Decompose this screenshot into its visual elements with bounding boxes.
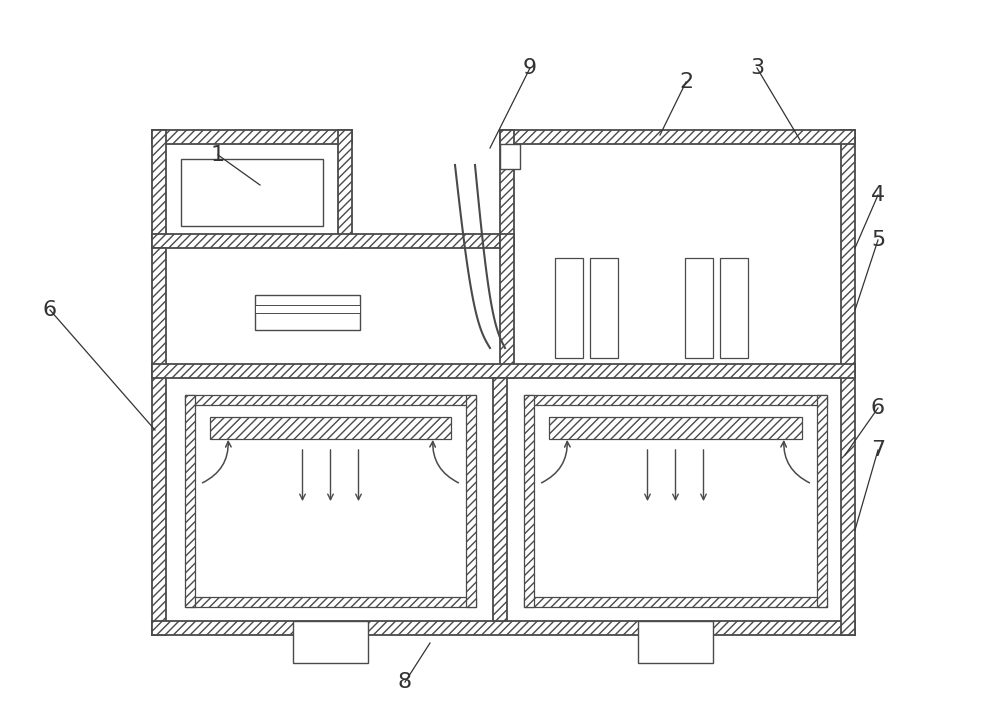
Bar bbox=[500, 234, 514, 378]
Bar bbox=[185, 395, 195, 607]
Bar bbox=[210, 417, 451, 439]
Bar bbox=[638, 621, 713, 663]
Bar bbox=[466, 395, 476, 607]
Bar bbox=[524, 395, 827, 405]
Bar bbox=[152, 130, 352, 144]
Bar bbox=[493, 378, 507, 621]
Bar bbox=[185, 395, 476, 405]
Bar bbox=[720, 258, 748, 358]
Text: 8: 8 bbox=[398, 672, 412, 692]
Bar bbox=[524, 395, 534, 607]
Bar bbox=[152, 364, 855, 378]
Bar bbox=[152, 621, 855, 635]
Bar bbox=[841, 130, 855, 635]
Bar bbox=[152, 130, 166, 248]
Text: 2: 2 bbox=[679, 72, 693, 92]
Bar bbox=[524, 395, 534, 607]
Bar bbox=[555, 258, 583, 358]
Bar bbox=[293, 621, 368, 663]
Bar bbox=[500, 130, 855, 144]
Bar bbox=[152, 248, 166, 635]
Bar bbox=[255, 305, 360, 313]
Bar bbox=[185, 597, 476, 607]
Bar bbox=[493, 378, 507, 621]
Bar bbox=[549, 417, 802, 439]
Bar bbox=[500, 130, 514, 248]
Bar bbox=[817, 395, 827, 607]
Bar bbox=[590, 258, 618, 358]
Bar bbox=[185, 395, 476, 405]
Bar bbox=[210, 417, 451, 439]
Bar bbox=[817, 395, 827, 607]
Bar bbox=[466, 395, 476, 607]
Bar bbox=[841, 130, 855, 635]
Bar bbox=[152, 234, 500, 248]
Bar bbox=[524, 597, 827, 607]
Bar bbox=[152, 364, 855, 378]
Bar bbox=[338, 130, 352, 248]
Bar bbox=[152, 130, 166, 248]
Bar bbox=[185, 597, 476, 607]
Text: 3: 3 bbox=[750, 58, 764, 78]
Text: 7: 7 bbox=[871, 440, 885, 460]
Text: 6: 6 bbox=[871, 398, 885, 418]
Bar bbox=[524, 597, 827, 607]
Bar bbox=[152, 248, 166, 635]
Bar bbox=[338, 130, 352, 248]
Bar bbox=[500, 234, 514, 378]
Text: 9: 9 bbox=[523, 58, 537, 78]
Bar bbox=[181, 159, 323, 226]
Bar bbox=[152, 234, 500, 248]
Text: 1: 1 bbox=[211, 145, 225, 165]
Text: 6: 6 bbox=[43, 300, 57, 320]
Bar bbox=[500, 144, 520, 169]
Text: 4: 4 bbox=[871, 185, 885, 205]
Bar bbox=[152, 130, 352, 144]
Text: 5: 5 bbox=[871, 230, 885, 250]
Bar bbox=[255, 295, 360, 330]
Bar bbox=[524, 395, 827, 405]
Bar bbox=[500, 130, 855, 144]
Bar bbox=[152, 621, 855, 635]
Bar bbox=[685, 258, 713, 358]
Bar bbox=[185, 395, 195, 607]
Bar bbox=[500, 130, 514, 248]
Bar bbox=[549, 417, 802, 439]
